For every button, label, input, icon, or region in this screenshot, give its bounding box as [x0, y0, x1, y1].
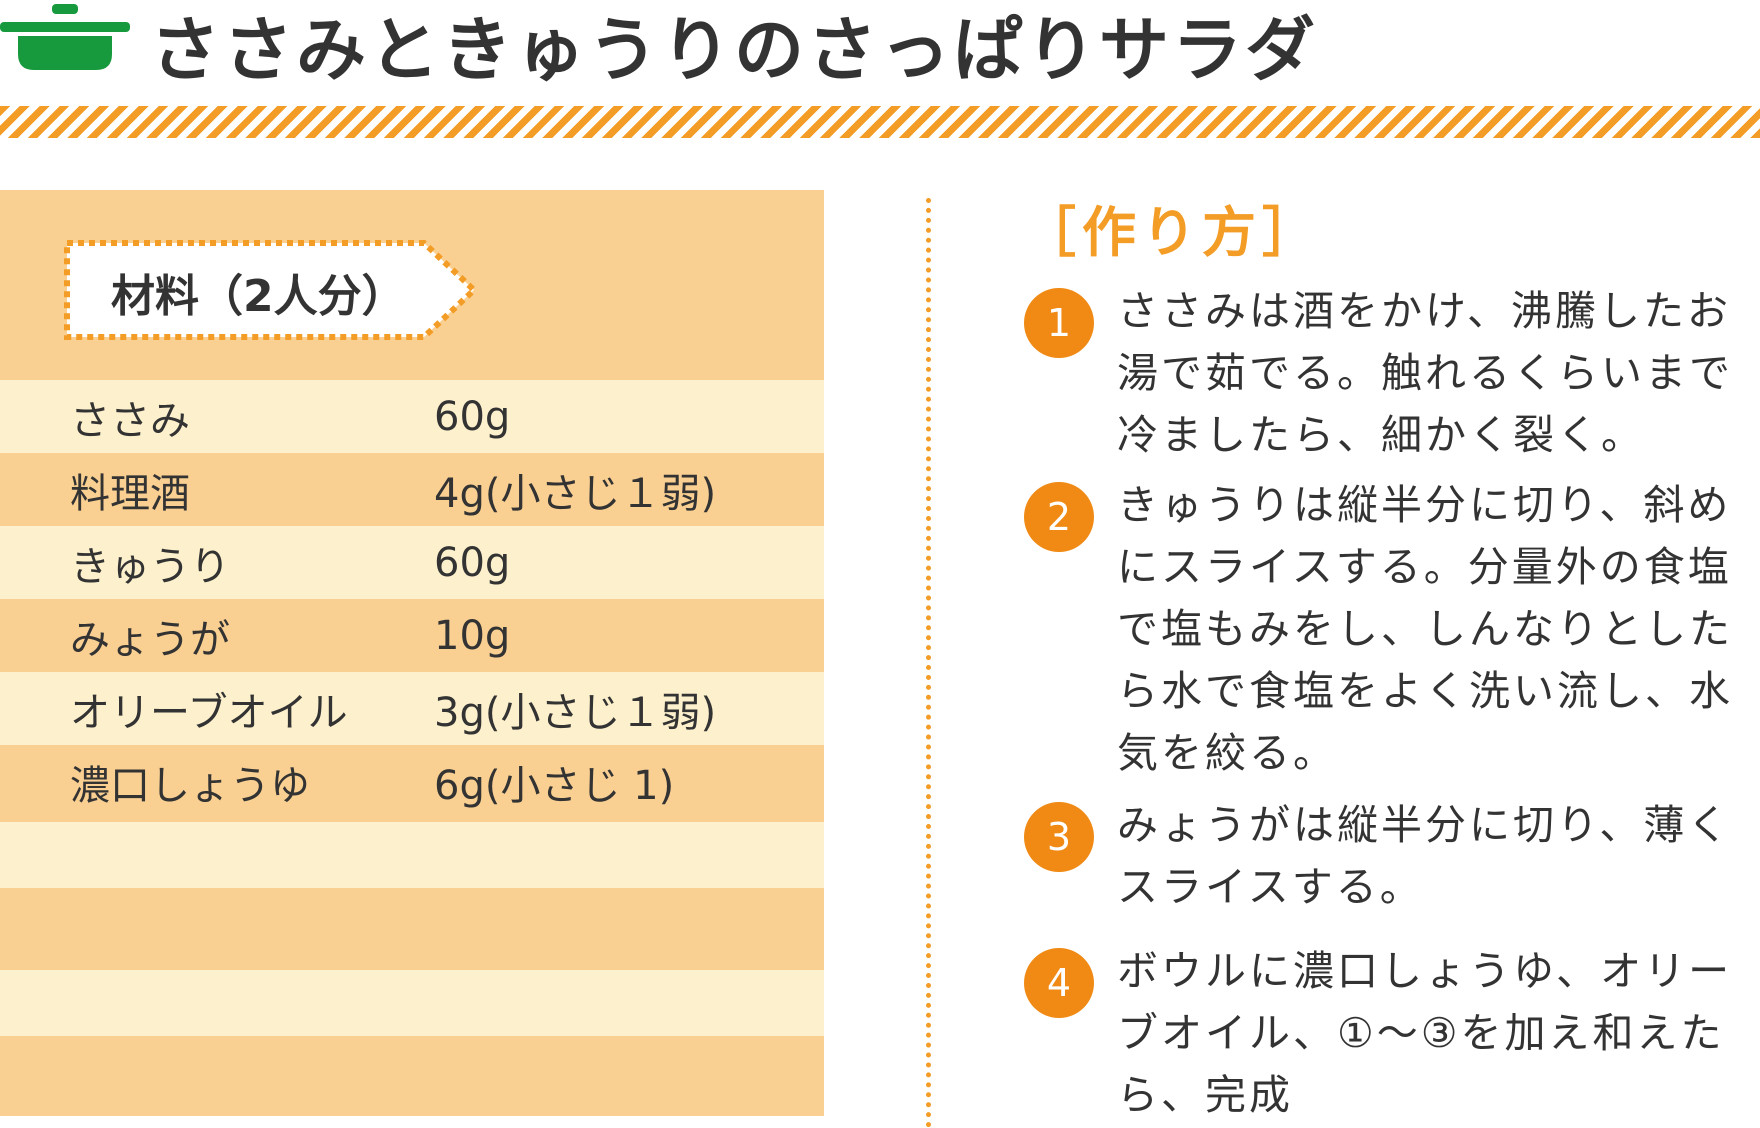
ingredient-name: 料理酒	[70, 470, 190, 517]
column-divider	[926, 198, 931, 1128]
page-title: ささみときゅうりのさっぱりサラダ	[150, 9, 1318, 91]
ingredient-row: ささみ 60g	[0, 380, 824, 453]
ingredients-panel: 材料（2人分） ささみ 60g 料理酒 4g(小さじ１弱) きゅうり 60g み…	[0, 190, 824, 1116]
ingredient-amount: 4g(小さじ１弱)	[434, 470, 717, 517]
ingredient-amount: 60g	[434, 393, 511, 440]
step-number-badge: 4	[1024, 948, 1094, 1018]
step-number-badge: 2	[1024, 482, 1094, 552]
step-text: みょうがは縦半分に切り、薄くスライスする。	[1117, 801, 1732, 911]
ingredient-name: きゅうり	[70, 543, 230, 590]
empty-row	[0, 822, 824, 888]
ingredient-row: オリーブオイル 3g(小さじ１弱)	[0, 672, 824, 745]
step-number-badge: 3	[1024, 802, 1094, 872]
ingredient-name: 濃口しょうゆ	[70, 762, 310, 809]
ingredient-name: ささみ	[70, 397, 190, 444]
step-text: ささみは酒をかけ、沸騰したお湯で茹でる。触れるくらいまで冷ましたら、細かく裂く。	[1117, 287, 1733, 459]
empty-row	[0, 970, 824, 1036]
ingredient-name: オリーブオイル	[70, 689, 348, 736]
ingredient-row: 料理酒 4g(小さじ１弱)	[0, 453, 824, 526]
step-number-badge: 1	[1024, 288, 1094, 358]
ingredients-heading: 材料（2人分）	[111, 271, 406, 322]
ingredient-row: みょうが 10g	[0, 599, 824, 672]
ingredient-amount: 3g(小さじ１弱)	[434, 689, 717, 736]
ingredient-row: 濃口しょうゆ 6g(小さじ 1)	[0, 745, 824, 818]
pot-icon	[0, 2, 130, 72]
ingredient-row: きゅうり 60g	[0, 526, 824, 599]
ingredients-tag: 材料（2人分）	[64, 240, 478, 340]
ingredient-name: みょうが	[70, 616, 230, 663]
ingredient-amount: 60g	[434, 539, 511, 586]
ingredient-amount: 6g(小さじ 1)	[434, 762, 675, 809]
method-heading: ［作り方］	[1022, 201, 1322, 264]
stripe-divider	[0, 106, 1760, 138]
step-text: ボウルに濃口しょうゆ、オリーブオイル、①〜③を加え和えたら、完成	[1117, 947, 1733, 1119]
step-text: きゅうりは縦半分に切り、斜めにスライスする。分量外の食塩で塩もみをし、しんなりと…	[1117, 481, 1733, 777]
ingredient-amount: 10g	[434, 612, 511, 659]
